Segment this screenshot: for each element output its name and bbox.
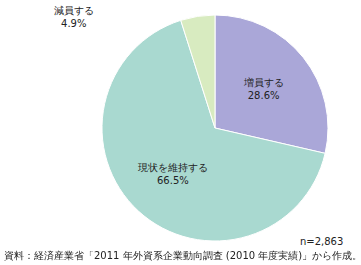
html-text:n=2,863: n=2,863	[300, 236, 344, 247]
svg-text:増員する28.6%: 増員する28.6%	[243, 77, 284, 101]
svg-text:減員する4.9%: 減員する4.9%	[54, 5, 94, 29]
svg-text:現状を維持する66.5%: 現状を維持する66.5%	[138, 162, 208, 186]
